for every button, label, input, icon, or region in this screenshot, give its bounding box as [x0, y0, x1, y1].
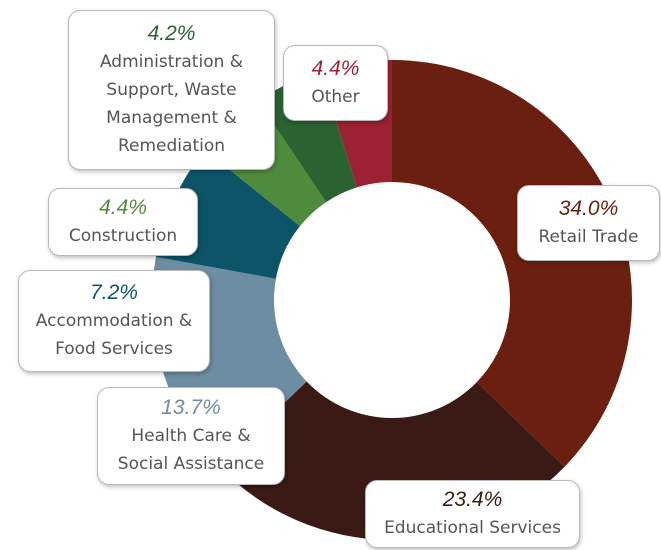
category-label: Retail Trade	[538, 227, 639, 247]
value-label: 13.7%	[161, 396, 221, 419]
value-label: 4.4%	[99, 196, 147, 219]
category-label: Administration & Support, Waste Manageme…	[99, 52, 244, 156]
category-label: Construction	[68, 226, 178, 246]
value-label: 4.4%	[311, 57, 360, 80]
label-box: 13.7% Health Care & Social Assistance	[97, 387, 285, 485]
category-label: Health Care & Social Assistance	[117, 426, 265, 474]
value-label: 34.0%	[558, 197, 619, 220]
label-box: 4.2% Administration & Support, Waste Mana…	[68, 10, 275, 170]
label-box: 4.4% Other	[283, 45, 388, 121]
label-box: 7.2% Accommodation & Food Services	[18, 270, 210, 372]
category-label: Educational Services	[384, 518, 561, 538]
category-label: Other	[311, 87, 360, 107]
category-label: Accommodation & Food Services	[35, 311, 193, 359]
value-label: 7.2%	[90, 281, 138, 304]
donut-segment	[258, 70, 357, 203]
value-label: 4.2%	[147, 22, 196, 45]
label-box: 4.4% Construction	[48, 188, 198, 256]
label-box: 34.0% Retail Trade	[517, 185, 660, 261]
label-box: 23.4% Educational Services	[365, 480, 580, 548]
donut-segment	[392, 60, 632, 467]
value-label: 23.4%	[442, 488, 503, 511]
